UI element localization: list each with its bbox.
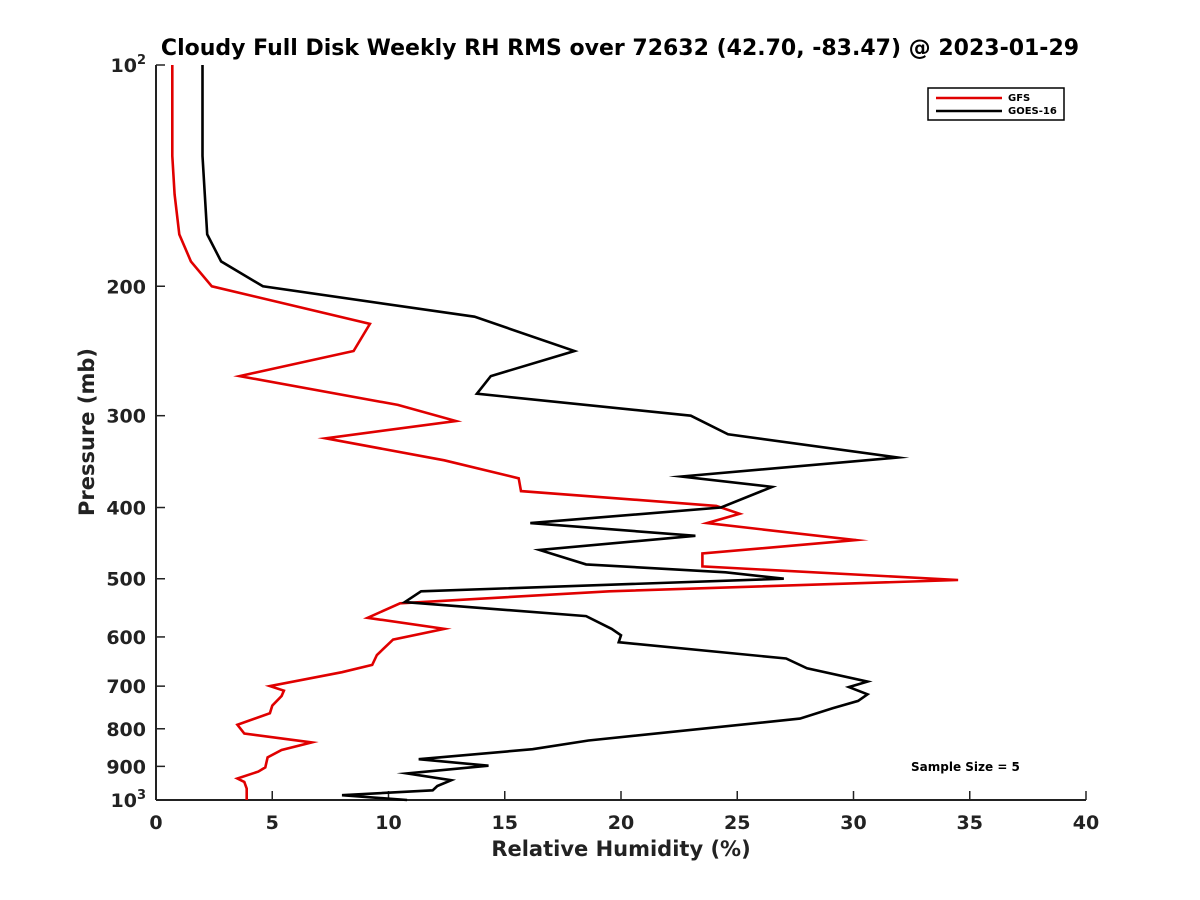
x-axis: 0 5 10 15 20 25 30 35 40 Relative Humidity (%)	[149, 791, 1099, 861]
legend-box	[927, 87, 1065, 121]
x-tick-label: 15	[492, 812, 518, 834]
y-tick-label: 102	[111, 53, 147, 77]
y-tick-label: 500	[106, 569, 146, 591]
y-tick-label: 400	[106, 498, 146, 520]
x-tick-label: 30	[840, 812, 866, 834]
y-tick-label: 700	[106, 676, 146, 698]
legend-label-goes16: GOES-16	[1008, 106, 1057, 117]
x-ticks: 0 5 10 15 20 25 30 35 40	[149, 791, 1099, 834]
y-tick-base: 10	[111, 55, 137, 77]
y-axis-label: Pressure (mb)	[75, 348, 99, 516]
legend-label-gfs: GFS	[1008, 93, 1030, 104]
x-tick-label: 10	[375, 812, 401, 834]
y-tick-exponent: 3	[137, 788, 146, 803]
series-line-gfs	[171, 65, 959, 800]
y-tick-label: 900	[106, 756, 146, 778]
y-tick-label: 200	[106, 276, 146, 298]
chart-title: Cloudy Full Disk Weekly RH RMS over 7263…	[161, 36, 1079, 61]
series-line-goes16	[201, 65, 910, 802]
y-tick-label: 300	[106, 406, 146, 428]
sample-size-annotation: Sample Size = 5	[911, 760, 1020, 774]
x-tick-label: 5	[266, 812, 279, 834]
y-tick-base: 10	[111, 790, 137, 812]
x-tick-label: 40	[1073, 812, 1099, 834]
x-axis-label: Relative Humidity (%)	[491, 837, 750, 861]
y-tick-exponent: 2	[137, 53, 146, 68]
x-tick-label: 25	[724, 812, 750, 834]
x-tick-label: 0	[149, 812, 162, 834]
y-tick-label: 600	[106, 627, 146, 649]
y-tick-label: 800	[106, 719, 146, 741]
x-tick-label: 35	[957, 812, 983, 834]
x-tick-label: 20	[608, 812, 634, 834]
y-tick-label: 103	[111, 788, 147, 812]
legend: GFS GOES-16	[927, 87, 1065, 121]
series-layer	[171, 65, 959, 802]
